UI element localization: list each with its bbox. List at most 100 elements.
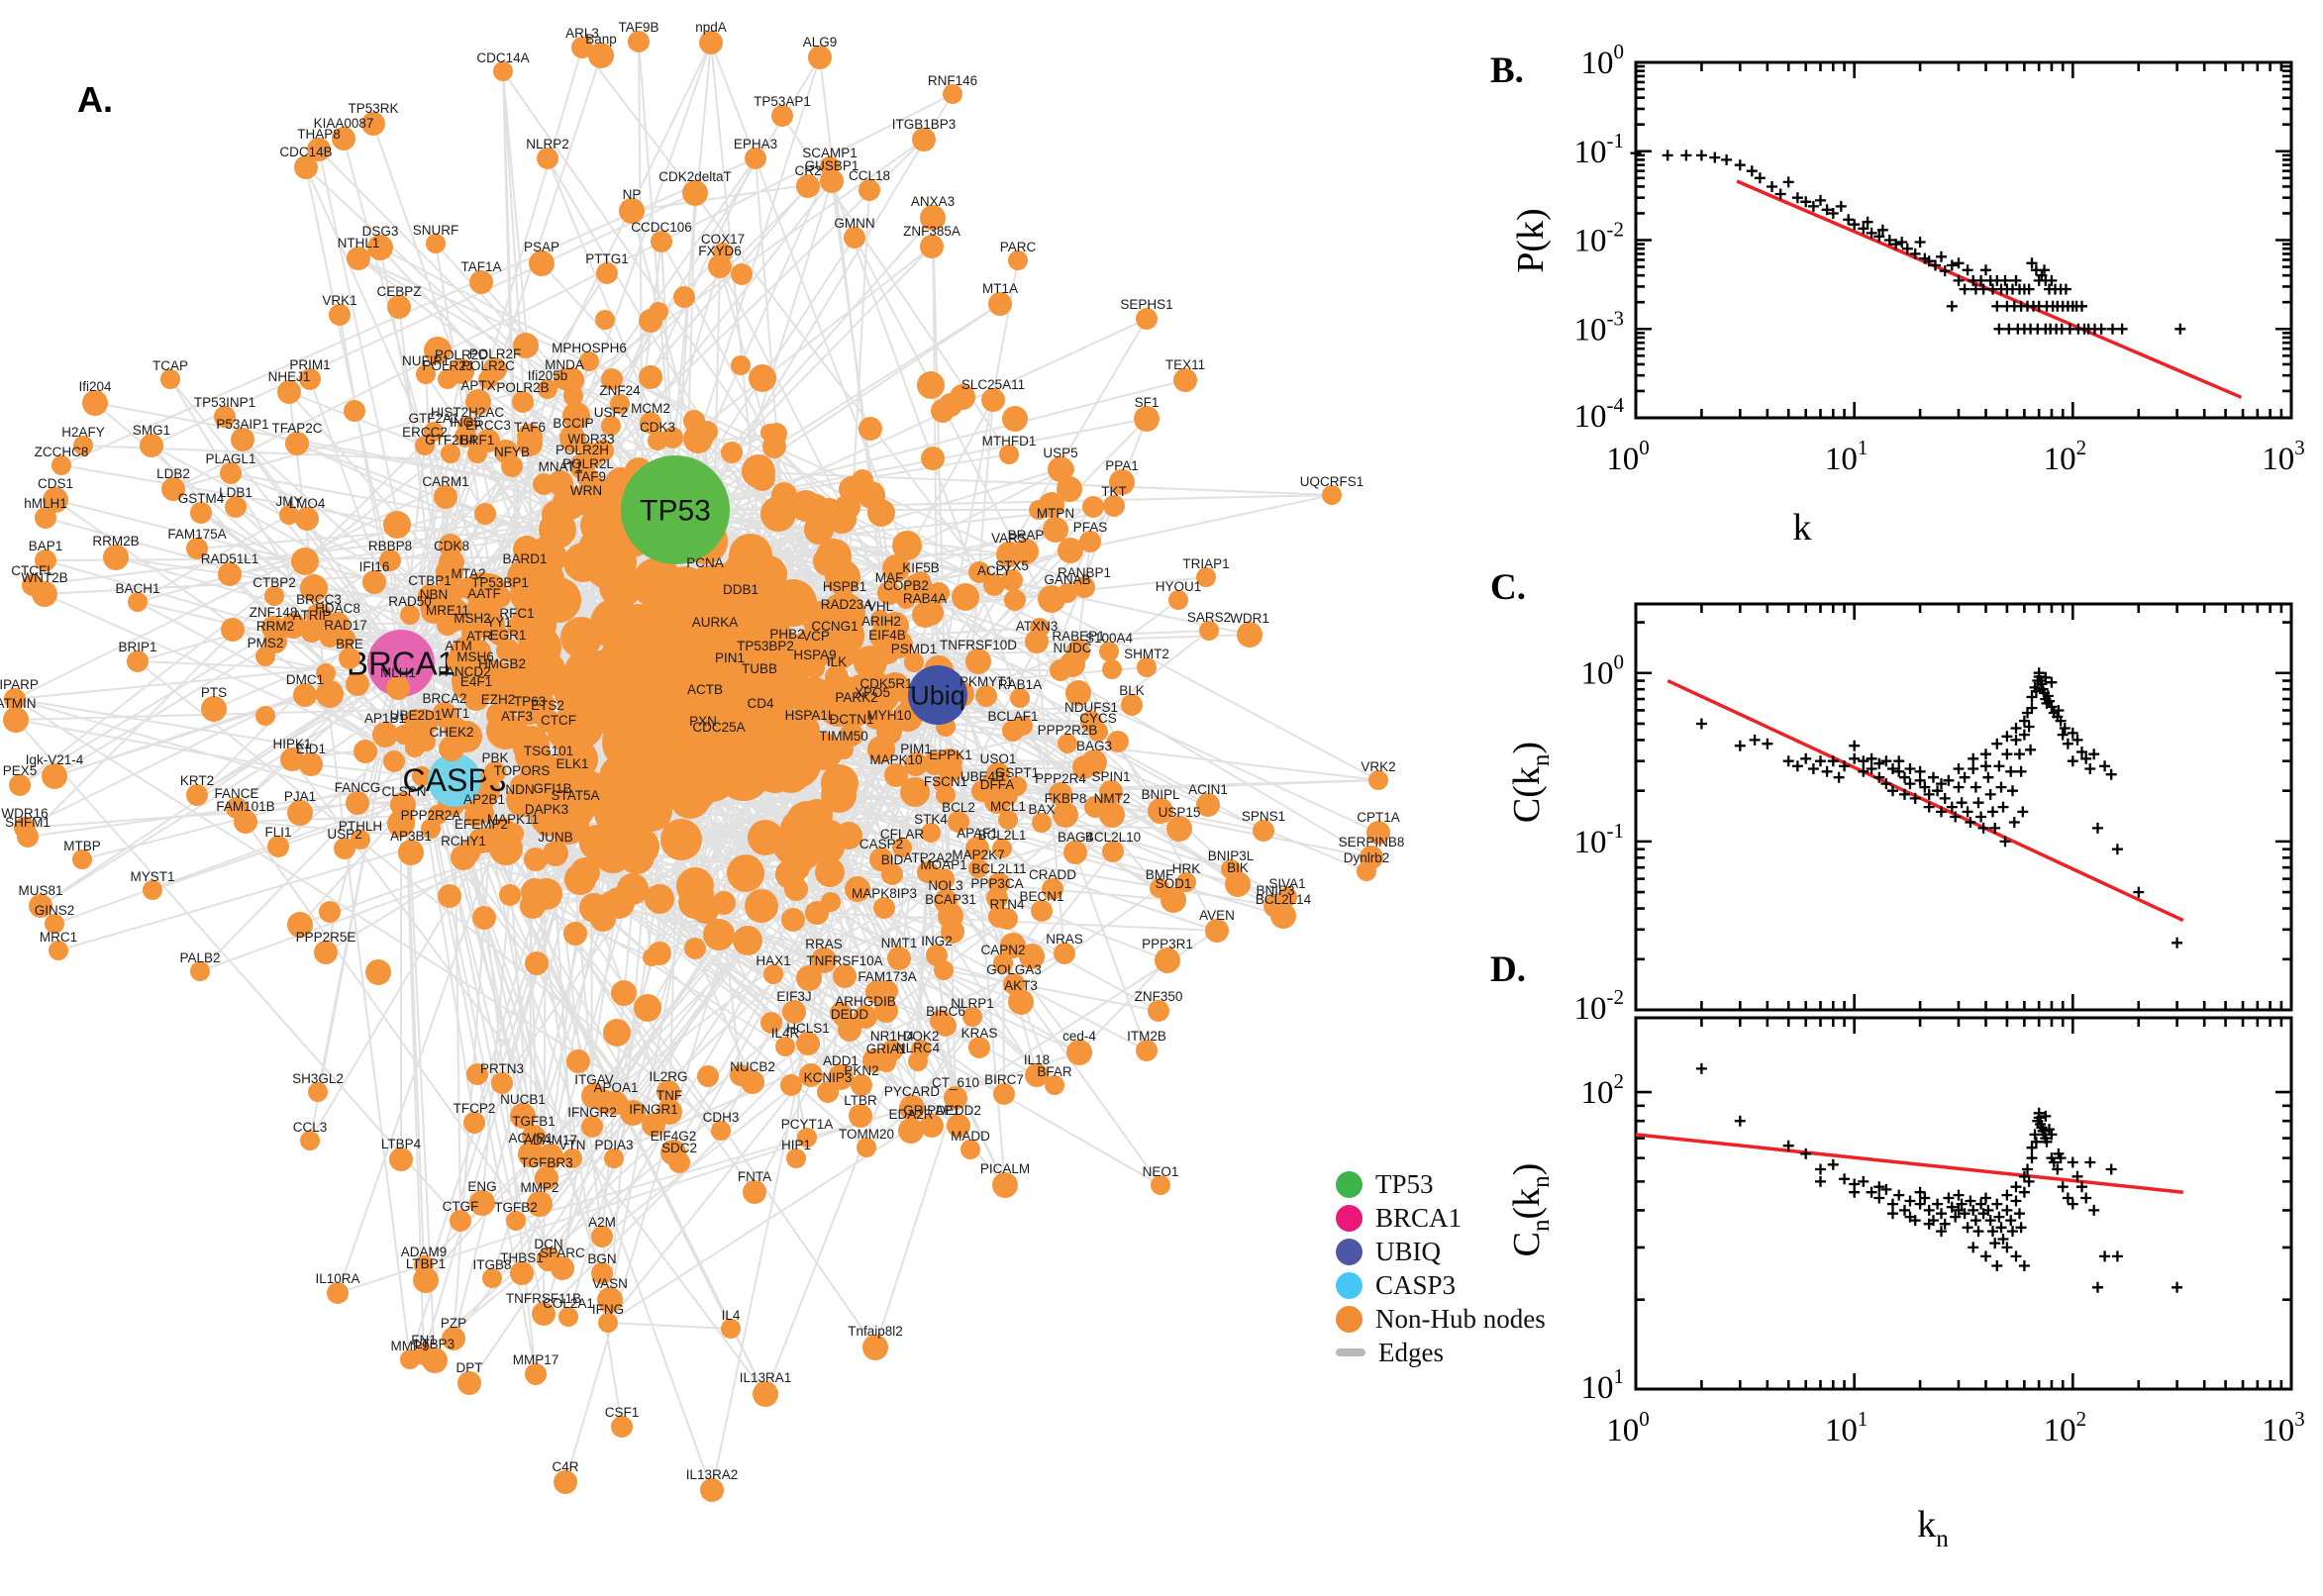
network-node (939, 758, 962, 782)
network-node (604, 1091, 628, 1115)
node-label: EID1 (296, 742, 326, 756)
network-node (394, 795, 414, 815)
network-node (947, 1114, 970, 1138)
node-label: HCLS1 (786, 1021, 830, 1036)
node-label: RCHY1 (441, 834, 486, 848)
node-label: AKT3 (1004, 978, 1038, 993)
network-node (538, 379, 557, 399)
network-node (454, 426, 476, 448)
node-label: TFAP2C (271, 421, 322, 436)
node-label: ILK (827, 654, 847, 669)
node-label: BLK (1119, 683, 1145, 698)
network-node (327, 1282, 349, 1304)
node-label: BIK (1227, 860, 1249, 875)
network-node (825, 665, 849, 689)
node-label: ATMIN (0, 696, 37, 711)
node-label: NDN (505, 782, 534, 797)
node-label: USF2 (594, 405, 629, 420)
node-label: BRE (336, 637, 363, 651)
node-label: CR2 (794, 163, 821, 178)
network-node (442, 1327, 465, 1350)
node-label: WDR33 (567, 432, 614, 447)
network-node (504, 720, 530, 746)
node-label: TFCP2 (454, 1101, 496, 1116)
network-node (537, 148, 558, 169)
network-node (811, 948, 837, 973)
node-label: TAF1A (460, 259, 501, 274)
network-node (920, 205, 946, 231)
node-label: BIRC6 (926, 1004, 965, 1019)
node-label: AP3B1 (390, 829, 432, 844)
node-label: HYOU1 (1156, 579, 1202, 594)
network-node (926, 945, 948, 966)
network-node (564, 799, 586, 821)
edge-swatch-icon (1336, 1348, 1365, 1356)
node-label: TAF9B (618, 20, 658, 35)
node-label: TP63 (514, 694, 546, 709)
x-tick-label: 102 (2044, 436, 2087, 477)
node-label: TNFRSF10A (806, 953, 882, 968)
node-label: LTBP4 (381, 1137, 422, 1151)
network-node (17, 826, 39, 848)
network-node (457, 1371, 481, 1395)
node-label: MMP17 (513, 1352, 559, 1367)
network-node (796, 174, 820, 198)
network-node (42, 763, 67, 789)
network-node (836, 608, 858, 630)
node-label: PTTG1 (585, 251, 629, 266)
axis-ticks (1634, 1018, 2293, 1391)
network-node (741, 1070, 764, 1094)
node-label: NOL3 (928, 878, 962, 893)
network-node (920, 235, 944, 258)
node-label: BCL2L1 (978, 828, 1027, 843)
network-node (1205, 919, 1229, 943)
network-node (911, 571, 931, 591)
network-node (467, 640, 491, 663)
legend-item-ubiq: UBIQ (1336, 1237, 1546, 1266)
network-node (491, 1072, 513, 1094)
network-node (468, 828, 494, 853)
node-label: LTBP1 (406, 1256, 446, 1271)
network-node (535, 1166, 558, 1190)
network-node (413, 1267, 439, 1293)
network-node (703, 626, 727, 649)
node-label: BRIP1 (118, 640, 156, 654)
network-node (749, 707, 772, 731)
node-label: ACVR1 (508, 1131, 553, 1146)
node-label: BCL2L11 (971, 861, 1026, 876)
network-node (465, 389, 491, 415)
node-label: CAPN2 (980, 943, 1025, 957)
network-node (451, 845, 476, 870)
node-label: TP53BP2 (737, 639, 794, 653)
node-label: FAM175A (167, 527, 226, 542)
node-label: PPP3CA (970, 876, 1023, 891)
node-label: MAPK11 (487, 812, 539, 827)
node-label: MCL1 (990, 799, 1026, 814)
node-label: CFLAR (880, 827, 925, 842)
brca1-swatch-icon (1336, 1204, 1363, 1232)
network-node (103, 545, 129, 570)
node-label: APOA1 (593, 1080, 638, 1095)
node-label: NDUFS1 (1064, 700, 1118, 715)
network-node (904, 752, 928, 776)
network-node (1013, 539, 1039, 564)
node-label: ZCCHC8 (35, 445, 89, 459)
network-node (884, 763, 908, 787)
node-label: NMT2 (1094, 791, 1131, 806)
network-node (43, 487, 68, 513)
network-node (817, 1081, 839, 1103)
node-label: POLR2C (461, 358, 515, 373)
node-label: ACLY (977, 563, 1011, 578)
node-label: IFNGR2 (567, 1105, 617, 1120)
node-label: P53AIP1 (216, 417, 268, 432)
network-node (29, 894, 52, 918)
node-label: PDIA3 (594, 1138, 633, 1152)
network-node (307, 138, 331, 161)
network-node (486, 703, 510, 727)
node-label: RRM2B (92, 534, 139, 549)
network-node (721, 1319, 741, 1339)
network-node (558, 1307, 578, 1327)
network-node (1237, 622, 1262, 648)
network-node (484, 761, 506, 783)
node-label: DCTN1 (829, 712, 873, 727)
